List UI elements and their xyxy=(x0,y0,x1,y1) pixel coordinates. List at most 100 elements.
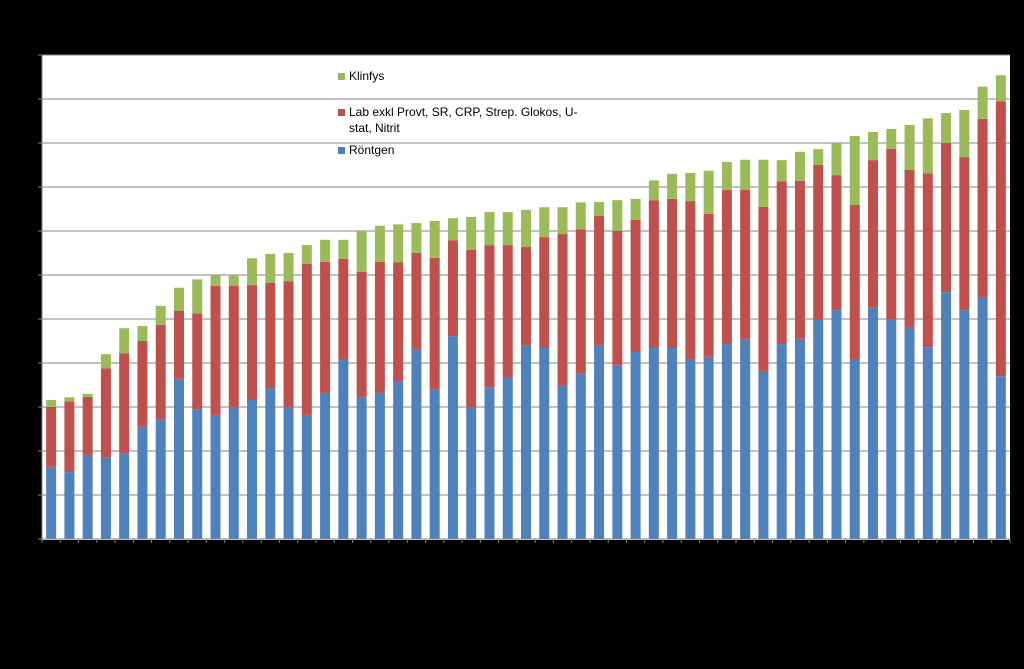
bar-segment xyxy=(447,218,458,241)
bar-segment xyxy=(685,201,696,360)
bar-segment xyxy=(648,348,659,539)
bar-segment xyxy=(557,234,568,386)
bar-segment xyxy=(338,359,349,539)
bar-segment xyxy=(849,359,860,539)
bar-segment xyxy=(521,246,531,346)
legend-swatch xyxy=(338,147,345,154)
bar-segment xyxy=(155,324,166,419)
bar-segment xyxy=(173,310,184,379)
bar-segment xyxy=(539,348,550,539)
bar-segment xyxy=(831,175,842,311)
bar-segment xyxy=(721,161,732,191)
bar-segment xyxy=(228,275,239,286)
bar-segment xyxy=(356,396,367,539)
bar-segment xyxy=(484,387,495,539)
bar-segment xyxy=(977,86,988,119)
bar-segment xyxy=(594,345,605,539)
bar-segment xyxy=(813,149,824,165)
bar-segment xyxy=(374,225,385,262)
bar-segment xyxy=(210,275,221,286)
bar-segment xyxy=(137,341,148,427)
bar-segment xyxy=(612,200,623,231)
bar-segment xyxy=(155,418,166,539)
bar-segment xyxy=(831,310,842,539)
legend-item: Röntgen xyxy=(338,142,588,158)
bar-segment xyxy=(630,220,641,352)
bar-segment xyxy=(228,286,239,408)
bar-segment xyxy=(612,231,623,366)
bar-segment xyxy=(904,124,915,170)
bar-segment xyxy=(265,388,276,539)
bar-segment xyxy=(941,113,952,143)
bar-segment xyxy=(484,212,495,246)
bar-segment xyxy=(338,258,349,360)
bar-segment xyxy=(721,344,732,539)
bar-segment xyxy=(320,239,331,262)
bar-segment xyxy=(776,344,787,539)
legend-swatch xyxy=(338,73,345,80)
bar-segment xyxy=(411,223,422,253)
bar-segment xyxy=(685,359,696,539)
bar-segment xyxy=(447,240,458,337)
bar-segment xyxy=(794,338,805,539)
bar-segment xyxy=(283,281,294,407)
bar-segment xyxy=(575,229,586,374)
bar-segment xyxy=(484,245,495,388)
bar-segment xyxy=(995,376,1006,539)
bar-segment xyxy=(539,237,550,349)
bar-segment xyxy=(904,326,915,539)
bar-segment xyxy=(192,409,203,539)
bar-segment xyxy=(868,307,879,539)
bar-segment xyxy=(210,286,221,415)
bar-segment xyxy=(575,373,586,539)
bar-segment xyxy=(356,271,367,397)
bar-segment xyxy=(612,365,623,539)
bar-segment xyxy=(155,305,166,325)
bar-segment xyxy=(941,292,952,539)
bar-segment xyxy=(393,381,404,539)
bar-segment xyxy=(466,216,477,250)
bar-segment xyxy=(173,287,184,311)
bar-segment xyxy=(247,285,258,400)
bar-segment xyxy=(575,202,586,230)
bar-segment xyxy=(447,336,458,539)
bar-segment xyxy=(521,345,531,539)
bar-segment xyxy=(794,151,805,181)
bar-segment xyxy=(192,279,203,314)
bar-segment xyxy=(776,160,787,182)
bar-segment xyxy=(721,190,732,345)
bar-segment xyxy=(904,169,915,327)
bar-segment xyxy=(429,389,440,539)
legend-label: Röntgen xyxy=(349,143,395,157)
bar-segment xyxy=(922,347,933,539)
bar-segment xyxy=(119,328,130,354)
bar-segment xyxy=(247,399,258,539)
bar-segment xyxy=(813,165,824,319)
bar-segment xyxy=(64,397,75,402)
bar-segment xyxy=(648,180,659,201)
bar-segment xyxy=(173,378,184,539)
bar-segment xyxy=(868,132,879,161)
legend-swatch xyxy=(338,109,345,116)
bar-segment xyxy=(429,220,440,258)
bar-segment xyxy=(502,245,513,378)
bar-segment xyxy=(265,253,276,283)
bar-segment xyxy=(320,392,331,539)
bar-segment xyxy=(630,198,641,220)
bar-segment xyxy=(849,135,860,206)
bar-segment xyxy=(703,356,714,539)
bar-segment xyxy=(283,407,294,539)
bar-segment xyxy=(356,231,367,272)
bar-segment xyxy=(119,353,130,454)
bar-segment xyxy=(922,173,933,348)
bar-segment xyxy=(301,245,312,264)
bar-segment xyxy=(411,348,422,539)
bar-segment xyxy=(886,128,897,149)
bar-segment xyxy=(374,392,385,539)
bar-segment xyxy=(977,297,988,539)
bar-segment xyxy=(502,377,513,539)
bar-segment xyxy=(959,110,970,158)
bar-segment xyxy=(630,352,641,539)
bar-segment xyxy=(886,319,897,539)
bar-segment xyxy=(320,261,331,393)
